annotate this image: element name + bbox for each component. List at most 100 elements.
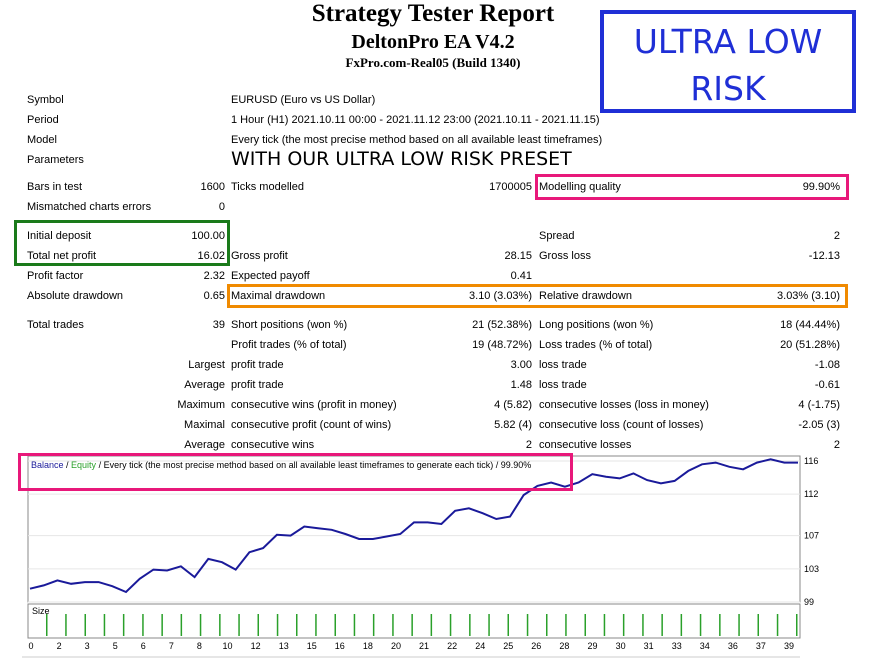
symbol-label: Symbol bbox=[27, 94, 64, 106]
x-tick-label: 31 bbox=[644, 641, 654, 651]
average-loss-value: -0.61 bbox=[814, 379, 840, 391]
x-tick-label: 6 bbox=[141, 641, 146, 651]
profit-factor-value: 2.32 bbox=[203, 270, 225, 282]
chart-plot-area bbox=[27, 455, 801, 603]
broker-build: FxPro.com-Real05 (Build 1340) bbox=[345, 55, 521, 70]
quality-label: Modelling quality bbox=[539, 181, 621, 193]
size-bar bbox=[315, 614, 317, 636]
size-bar bbox=[353, 614, 356, 636]
rel-drawdown-label: Relative drawdown bbox=[539, 290, 632, 302]
badge-line-2: RISK bbox=[690, 69, 766, 108]
profit-trades-value: 19 (48.72%) bbox=[472, 339, 532, 351]
modelling-quality-highlight bbox=[535, 174, 849, 200]
ultra-low-risk-badge: ULTRA LOW RISK bbox=[600, 10, 856, 113]
size-bar bbox=[507, 614, 509, 636]
legend-rest: / Every tick (the most precise method ba… bbox=[96, 460, 532, 470]
short-positions-label: Short positions (won %) bbox=[231, 319, 348, 331]
avg-cons-losses-value: 2 bbox=[833, 439, 840, 451]
gross-profit-value: 28.15 bbox=[504, 250, 532, 262]
loss-trades-value: 20 (51.28%) bbox=[780, 339, 840, 351]
size-bar bbox=[796, 614, 798, 636]
size-bar bbox=[142, 614, 144, 636]
x-tick-label: 7 bbox=[169, 641, 174, 651]
long-positions-value: 18 (44.44%) bbox=[780, 319, 840, 331]
size-bar bbox=[526, 614, 529, 636]
y-tick-label: 107 bbox=[804, 531, 819, 541]
maximal-label: Maximal bbox=[184, 419, 225, 431]
largest-profit-label: profit trade bbox=[231, 359, 284, 371]
size-bar bbox=[103, 614, 106, 636]
size-bar bbox=[334, 614, 336, 636]
loss-trades-label: Loss trades (% of total) bbox=[539, 339, 653, 351]
x-tick-label: 24 bbox=[475, 641, 485, 651]
balance-series-line bbox=[29, 458, 798, 594]
x-tick-label: 25 bbox=[503, 641, 513, 651]
x-tick-label: 15 bbox=[307, 641, 317, 651]
size-bar bbox=[738, 614, 740, 636]
size-bar bbox=[219, 614, 221, 636]
ticks-value: 1700005 bbox=[489, 181, 532, 193]
expected-payoff-value: 0.41 bbox=[510, 270, 532, 282]
x-tick-label: 13 bbox=[279, 641, 289, 651]
chart-legend: Balance / Equity / Every tick (the most … bbox=[31, 460, 531, 471]
largest-loss-value: -1.08 bbox=[814, 359, 840, 371]
largest-label: Largest bbox=[188, 359, 225, 371]
rel-drawdown-value: 3.03% (3.10) bbox=[777, 290, 840, 302]
size-bar bbox=[180, 614, 183, 636]
max-cons-profit-label: consecutive profit (count of wins) bbox=[231, 419, 392, 431]
size-bar bbox=[699, 614, 702, 636]
model-value: Every tick (the most precise method base… bbox=[231, 134, 603, 146]
max-cons-losses-value: 4 (-1.75) bbox=[798, 399, 840, 411]
ea-name: DeltonPro EA V4.2 bbox=[351, 31, 515, 53]
profit-trades-label: Profit trades (% of total) bbox=[231, 339, 347, 351]
max-cons-loss-label: consecutive loss (count of losses) bbox=[539, 419, 704, 431]
average-label: Average bbox=[184, 379, 225, 391]
spread-value: 2 bbox=[833, 230, 840, 242]
size-bar bbox=[296, 614, 298, 636]
x-tick-label: 8 bbox=[197, 641, 202, 651]
parameters-value: WITH OUR ULTRA LOW RISK PRESET bbox=[231, 148, 572, 170]
expected-payoff-label: Expected payoff bbox=[231, 270, 310, 282]
x-tick-label: 12 bbox=[251, 641, 261, 651]
size-bar bbox=[238, 614, 240, 636]
size-bar bbox=[488, 614, 490, 636]
x-tick-label: 26 bbox=[531, 641, 541, 651]
y-tick-label: 99 bbox=[804, 597, 814, 607]
gross-profit-label: Gross profit bbox=[231, 250, 288, 262]
x-tick-label: 34 bbox=[700, 641, 710, 651]
net-profit-value: 16.02 bbox=[197, 250, 225, 262]
average-profit-value: 1.48 bbox=[510, 379, 532, 391]
y-tick-label: 116 bbox=[804, 456, 818, 466]
gross-loss-label: Gross loss bbox=[539, 250, 591, 262]
legend-sep: / bbox=[63, 460, 72, 470]
total-trades-value: 39 bbox=[212, 319, 225, 331]
profit-factor-label: Profit factor bbox=[27, 270, 84, 282]
size-label: Size bbox=[32, 606, 50, 616]
x-tick-label: 29 bbox=[587, 641, 597, 651]
x-tick-label: 3 bbox=[85, 641, 90, 651]
y-tick-label: 103 bbox=[804, 564, 819, 574]
x-tick-label: 5 bbox=[113, 641, 118, 651]
max-drawdown-value: 3.10 (3.03%) bbox=[469, 290, 532, 302]
drawdown-highlight bbox=[227, 284, 848, 308]
max-cons-wins-label: consecutive wins (profit in money) bbox=[231, 399, 397, 411]
x-tick-label: 22 bbox=[447, 641, 457, 651]
badge-line-1: ULTRA LOW bbox=[633, 22, 823, 61]
x-tick-label: 21 bbox=[419, 641, 429, 651]
max-cons-loss-value: -2.05 (3) bbox=[798, 419, 840, 431]
x-tick-label: 2 bbox=[57, 641, 62, 651]
size-bar bbox=[372, 614, 375, 636]
max-cons-profit-value: 5.82 (4) bbox=[494, 419, 532, 431]
size-bar bbox=[469, 614, 471, 636]
size-bar bbox=[776, 614, 779, 636]
net-profit-label: Total net profit bbox=[27, 250, 97, 262]
size-bar bbox=[430, 614, 433, 636]
size-bar bbox=[411, 614, 413, 636]
x-tick-label: 39 bbox=[784, 641, 794, 651]
model-label: Model bbox=[27, 134, 57, 146]
size-bar bbox=[622, 614, 625, 636]
avg-cons-losses-label: consecutive losses bbox=[539, 439, 632, 451]
x-tick-label: 0 bbox=[28, 641, 33, 651]
average-profit-label: profit trade bbox=[231, 379, 284, 391]
size-bar bbox=[719, 614, 721, 636]
